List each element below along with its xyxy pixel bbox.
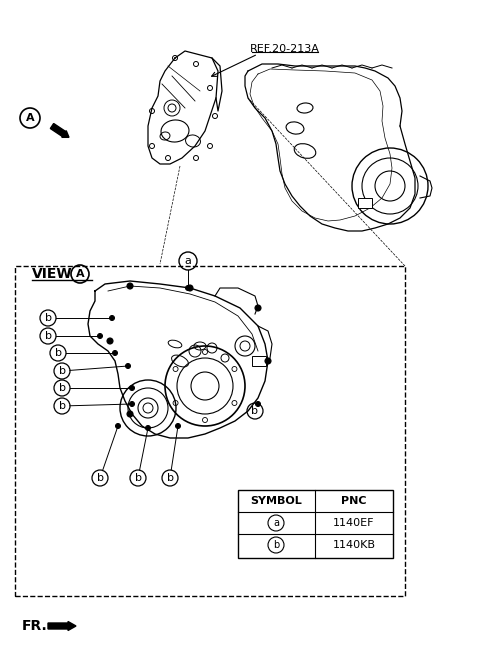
Circle shape xyxy=(130,386,134,390)
Circle shape xyxy=(109,316,115,321)
Text: 1140KB: 1140KB xyxy=(333,540,375,550)
Circle shape xyxy=(125,363,131,369)
Text: b: b xyxy=(45,313,51,323)
Text: SYMBOL: SYMBOL xyxy=(250,496,302,506)
Text: a: a xyxy=(185,256,192,266)
Text: PNC: PNC xyxy=(341,496,367,506)
Bar xyxy=(238,490,393,558)
Text: A: A xyxy=(76,269,84,279)
Text: b: b xyxy=(59,366,65,376)
Circle shape xyxy=(185,285,191,291)
Circle shape xyxy=(176,424,180,428)
Circle shape xyxy=(107,338,113,344)
Circle shape xyxy=(265,358,271,364)
Text: 1140EF: 1140EF xyxy=(333,518,375,528)
Circle shape xyxy=(112,350,118,356)
Circle shape xyxy=(255,305,261,311)
Text: A: A xyxy=(26,113,34,123)
Text: b: b xyxy=(134,473,142,483)
Text: a: a xyxy=(273,518,279,528)
Text: b: b xyxy=(55,348,61,358)
Text: b: b xyxy=(167,473,173,483)
Text: b: b xyxy=(59,383,65,393)
FancyArrow shape xyxy=(48,621,76,630)
Text: b: b xyxy=(45,331,51,341)
Circle shape xyxy=(187,285,193,291)
Text: FR.: FR. xyxy=(22,619,48,633)
Text: b: b xyxy=(96,473,104,483)
Text: b: b xyxy=(273,540,279,550)
Bar xyxy=(358,198,372,208)
Text: b: b xyxy=(59,401,65,411)
Circle shape xyxy=(255,401,261,407)
Circle shape xyxy=(97,333,103,338)
Circle shape xyxy=(145,426,151,430)
Circle shape xyxy=(127,411,133,417)
Circle shape xyxy=(127,283,133,289)
Bar xyxy=(15,266,405,596)
Text: REF.20-213A: REF.20-213A xyxy=(250,44,320,54)
Circle shape xyxy=(130,401,134,407)
Circle shape xyxy=(116,424,120,428)
FancyArrow shape xyxy=(50,123,69,137)
Bar xyxy=(252,356,266,366)
Text: b: b xyxy=(252,406,259,416)
Text: VIEW: VIEW xyxy=(32,267,72,281)
